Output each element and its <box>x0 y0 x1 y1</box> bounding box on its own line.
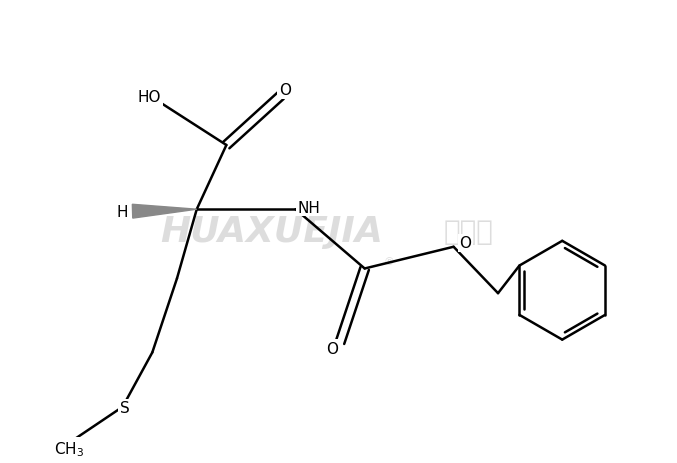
Text: H: H <box>117 204 129 219</box>
Text: HUAXUEJIA: HUAXUEJIA <box>160 214 383 249</box>
Text: O: O <box>460 236 471 251</box>
Text: O: O <box>326 341 338 356</box>
Text: ®: ® <box>383 256 394 266</box>
Text: NH: NH <box>298 200 321 215</box>
Text: CH$_3$: CH$_3$ <box>54 439 85 457</box>
Text: 化学加: 化学加 <box>444 218 494 245</box>
Text: S: S <box>120 400 129 415</box>
Text: HO: HO <box>137 90 161 105</box>
Polygon shape <box>132 205 197 219</box>
Text: O: O <box>279 83 290 98</box>
